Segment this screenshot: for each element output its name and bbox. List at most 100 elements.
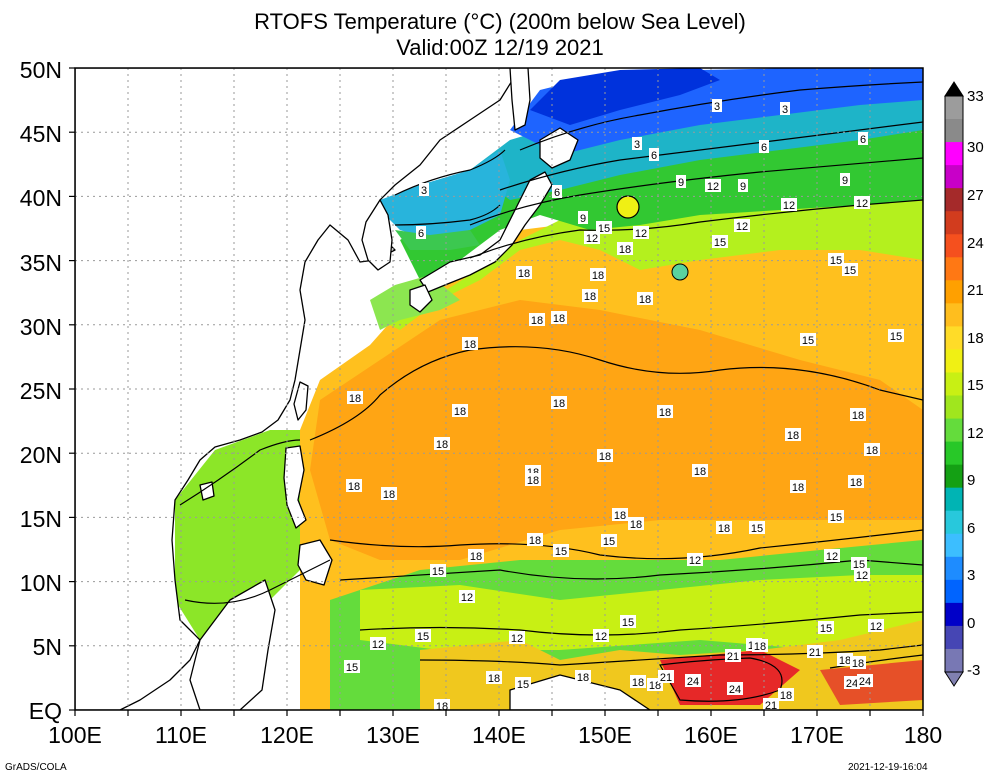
contour-label: 18 (864, 443, 880, 457)
contour-label: 24 (857, 674, 873, 688)
svg-text:18: 18 (792, 482, 804, 494)
svg-text:15: 15 (830, 255, 842, 267)
land-hainan (199, 481, 215, 501)
svg-text:12: 12 (461, 592, 473, 604)
svg-text:15: 15 (417, 631, 429, 643)
svg-text:12: 12 (736, 221, 748, 233)
ocean-cool-band (400, 125, 923, 280)
contour-label: 18 (785, 428, 801, 442)
contour-label: 15 (749, 521, 765, 535)
contour-label: 18 (529, 313, 545, 327)
svg-text:18: 18 (349, 393, 361, 405)
svg-text:12: 12 (707, 181, 719, 193)
contour-label: 21 (725, 649, 741, 663)
svg-text:18: 18 (527, 475, 539, 487)
contour-label: 18 (381, 487, 397, 501)
colorbar-swatch (945, 165, 963, 189)
contour-label: 15 (712, 235, 728, 249)
colorbar-label-0: 0 (967, 615, 976, 632)
contour-label: 18 (850, 656, 866, 670)
svg-text:18: 18 (852, 410, 864, 422)
svg-text:12: 12 (689, 555, 701, 567)
contour-label: 12 (593, 629, 609, 643)
contour-label: 6 (416, 226, 426, 240)
contour-label: 18 (575, 670, 591, 684)
svg-text:18: 18 (383, 489, 395, 501)
contour-label: 15 (818, 621, 834, 635)
svg-text:15: 15 (820, 623, 832, 635)
svg-text:12: 12 (635, 228, 647, 240)
lat-label-40n: 40N (19, 185, 62, 211)
lat-label-30n: 30N (19, 314, 62, 340)
contour-label: 15 (344, 660, 360, 674)
svg-text:18: 18 (470, 551, 482, 563)
cold-eddy (671, 263, 689, 281)
contour-label: 12 (687, 553, 703, 567)
contour-label: 3 (712, 99, 722, 113)
colorbar (944, 81, 964, 687)
svg-text:18: 18 (659, 407, 671, 419)
svg-text:9: 9 (678, 177, 684, 189)
svg-text:12: 12 (595, 631, 607, 643)
svg-text:6: 6 (761, 142, 767, 154)
contour-label: 12 (781, 198, 797, 212)
svg-text:12: 12 (826, 551, 838, 563)
svg-text:18: 18 (619, 244, 631, 256)
svg-text:15: 15 (517, 679, 529, 691)
lat-label-5n: 5N (32, 634, 62, 660)
svg-text:18: 18 (787, 430, 799, 442)
contour-label: 12 (734, 219, 750, 233)
colorbar-label-30: 30 (967, 139, 984, 156)
contour-label: 18 (434, 437, 450, 451)
colorbar-label-33: 33 (967, 88, 984, 105)
colorbar-swatch (945, 142, 963, 166)
ocean-warm-core (310, 300, 923, 560)
lat-label-20n: 20N (19, 442, 62, 468)
svg-text:18: 18 (694, 466, 706, 478)
colorbar-swatch (945, 326, 963, 350)
contour-label: 18 (692, 464, 708, 478)
svg-text:15: 15 (432, 566, 444, 578)
colorbar-swatch (945, 556, 963, 581)
svg-text:9: 9 (842, 175, 848, 187)
footer-credit: GrADS/COLA (5, 762, 67, 773)
contour-label: 18 (716, 521, 732, 535)
svg-text:3: 3 (782, 104, 788, 116)
contour-label: 18 (612, 508, 628, 522)
contour-label: 18 (628, 517, 644, 531)
contour-label: 18 (617, 242, 633, 256)
colorbar-swatch (945, 280, 963, 304)
contour-label: 3 (632, 137, 642, 151)
contour-label: 21 (763, 698, 779, 710)
lat-label-50n: 50N (19, 57, 62, 83)
svg-text:18: 18 (529, 535, 541, 547)
contour-label: 6 (552, 185, 562, 199)
contour-label: 18 (637, 292, 653, 306)
svg-text:18: 18 (553, 313, 565, 325)
warm-eddy (616, 195, 640, 219)
ocean-south-china-sea (175, 430, 300, 640)
land-asia (75, 68, 521, 710)
lat-label-15n: 15N (19, 506, 62, 532)
colorbar-swatch (945, 96, 963, 120)
colorbar-label-neg3: -3 (967, 662, 981, 679)
land-japan-kyushu (409, 284, 433, 313)
contour-label: 18 (790, 480, 806, 494)
contour-label: 18 (347, 391, 363, 405)
contour-label: 18 (630, 675, 646, 689)
contour-label: 18 (850, 408, 866, 422)
ocean-tropical-yellow (360, 575, 923, 650)
svg-text:18: 18 (632, 677, 644, 689)
contour-label: 9 (676, 175, 686, 189)
contour-label: 18 (590, 268, 606, 282)
contour-label: 18 (468, 549, 484, 563)
contour-label: 12 (584, 231, 600, 245)
colorbar-swatch (945, 579, 963, 604)
svg-text:3: 3 (634, 139, 640, 151)
contour-label: 12 (509, 631, 525, 645)
svg-text:18: 18 (464, 339, 476, 351)
contour-label: 12 (633, 226, 649, 240)
colorbar-swatch (945, 211, 963, 235)
